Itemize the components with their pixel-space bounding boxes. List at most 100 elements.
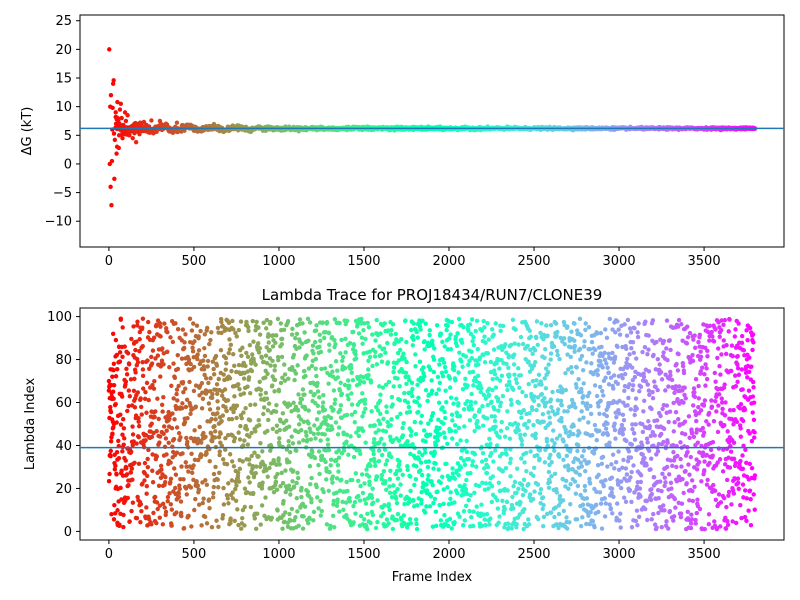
lambda-point — [150, 480, 156, 485]
lambda-point — [157, 434, 163, 439]
lambda-point — [139, 509, 144, 514]
lambda-point — [466, 456, 472, 462]
lambda-point — [358, 451, 363, 457]
lambda-point — [346, 383, 352, 389]
lambda-point — [459, 359, 464, 364]
lambda-point — [545, 333, 550, 338]
lambda-point — [252, 516, 258, 521]
lambda-point — [483, 481, 489, 486]
lambda-point — [442, 409, 447, 415]
lambda-point — [568, 501, 573, 507]
lambda-point — [171, 361, 176, 366]
lambda-point — [606, 351, 611, 357]
lambda-point — [370, 500, 376, 505]
lambda-point — [139, 412, 144, 417]
lambda-point — [377, 421, 383, 427]
lambda-point — [528, 449, 533, 454]
lambda-point — [316, 462, 321, 468]
lambda-point — [490, 376, 495, 382]
lambda-point — [548, 452, 553, 458]
lambda-point — [531, 422, 536, 428]
lambda-point — [149, 421, 154, 426]
lambda-point — [189, 328, 195, 333]
lambda-point — [548, 351, 554, 356]
lambda-point — [335, 375, 340, 380]
lambda-point — [595, 372, 600, 378]
lambda-point — [466, 497, 471, 503]
lambda-point — [602, 496, 607, 501]
lambda-point — [516, 486, 521, 492]
lambda-point — [129, 466, 135, 471]
lambda-point — [441, 430, 447, 435]
lambda-point — [386, 502, 392, 507]
lambda-point — [223, 367, 228, 372]
lambda-point — [509, 526, 514, 531]
lambda-point — [462, 462, 468, 468]
lambda-point — [318, 349, 324, 355]
lambda-point — [118, 412, 123, 417]
lambda-point — [491, 459, 496, 464]
lambda-point — [448, 395, 454, 400]
lambda-point — [467, 322, 473, 327]
lambda-point — [311, 351, 316, 356]
lambda-point — [180, 451, 185, 456]
lambda-point — [242, 504, 247, 510]
lambda-point — [379, 359, 385, 364]
lambda-point — [273, 479, 279, 484]
lambda-point — [149, 361, 155, 366]
lambda-point — [610, 452, 616, 457]
lambda-point — [213, 464, 218, 470]
lambda-point — [322, 366, 328, 371]
lambda-point — [369, 495, 375, 501]
lambda-point — [462, 482, 467, 488]
lambda-point — [314, 417, 320, 422]
lambda-point — [166, 440, 171, 446]
lambda-point — [183, 404, 189, 410]
lambda-point — [224, 361, 229, 366]
lambda-point — [287, 450, 293, 455]
lambda-point — [149, 522, 154, 527]
lambda-point — [224, 408, 229, 414]
lambda-point — [287, 459, 292, 465]
lambda-point — [244, 427, 250, 432]
lambda-point — [366, 372, 371, 378]
lambda-point — [127, 394, 133, 399]
lambda-point — [575, 448, 580, 454]
lambda-point — [265, 474, 270, 479]
lambda-point — [526, 517, 531, 522]
lambda-point — [279, 354, 285, 360]
lambda-point — [108, 448, 113, 454]
lambda-point — [609, 486, 615, 491]
lambda-point — [116, 438, 121, 444]
lambda-point — [579, 454, 585, 459]
lambda-point — [543, 386, 549, 391]
lambda-point — [288, 492, 293, 497]
lambda-point — [322, 407, 328, 413]
lambda-point — [239, 526, 244, 531]
lambda-point — [452, 476, 457, 481]
lambda-point — [337, 509, 342, 514]
lambda-point — [524, 468, 529, 474]
lambda-point — [388, 423, 393, 428]
lambda-point — [343, 350, 348, 355]
lambda-point — [391, 384, 396, 389]
lambda-point — [115, 508, 120, 513]
lambda-point — [385, 360, 391, 365]
lambda-point — [504, 452, 509, 457]
lambda-point — [540, 412, 546, 417]
lambda-point — [237, 437, 243, 442]
lambda-point — [201, 367, 207, 372]
lambda-point — [182, 345, 187, 351]
lambda-point — [284, 418, 289, 423]
lambda-point — [344, 439, 349, 444]
lambda-point — [541, 419, 546, 424]
lambda-point — [344, 412, 350, 418]
lambda-point — [507, 372, 512, 377]
lambda-point — [188, 361, 193, 367]
lambda-point — [525, 425, 530, 430]
lambda-point — [598, 398, 603, 403]
lambda-point — [270, 344, 276, 349]
lambda-point — [306, 421, 311, 426]
lambda-point — [327, 470, 332, 475]
lambda-point — [456, 425, 462, 431]
